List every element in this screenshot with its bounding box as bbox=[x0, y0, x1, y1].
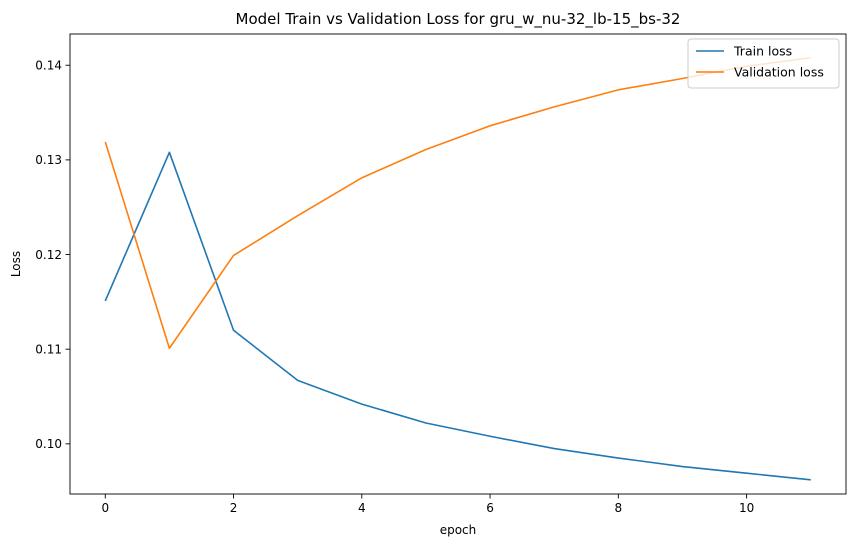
x-tick-label: 10 bbox=[739, 501, 754, 515]
series-layer bbox=[104, 56, 811, 481]
y-tick-label: 0.10 bbox=[35, 437, 62, 451]
x-tick-label: 0 bbox=[101, 501, 109, 515]
plot-area bbox=[69, 33, 847, 495]
legend-label-train: Train loss bbox=[733, 44, 792, 59]
y-tick-label: 0.12 bbox=[35, 248, 62, 262]
legend-box bbox=[687, 38, 840, 89]
y-tick-label: 0.11 bbox=[35, 342, 62, 356]
y-tick-label: 0.13 bbox=[35, 153, 62, 167]
x-tick-label: 6 bbox=[486, 501, 494, 515]
y-axis-label: Loss bbox=[9, 251, 23, 277]
x-axis: 0 2 4 6 8 10 bbox=[101, 494, 754, 515]
chart-title: Model Train vs Validation Loss for gru_w… bbox=[236, 10, 681, 29]
series-line-validation bbox=[104, 56, 811, 350]
x-tick-label: 8 bbox=[615, 501, 623, 515]
series-line-train bbox=[104, 151, 811, 481]
x-tick-label: 4 bbox=[358, 501, 366, 515]
x-axis-label: epoch bbox=[440, 523, 477, 537]
y-tick-label: 0.14 bbox=[35, 59, 62, 73]
legend-label-validation: Validation loss bbox=[734, 65, 824, 80]
y-axis: 0.10 0.11 0.12 0.13 0.14 bbox=[35, 59, 70, 451]
legend: Train loss Validation loss bbox=[687, 38, 840, 89]
x-tick-label: 2 bbox=[230, 501, 238, 515]
